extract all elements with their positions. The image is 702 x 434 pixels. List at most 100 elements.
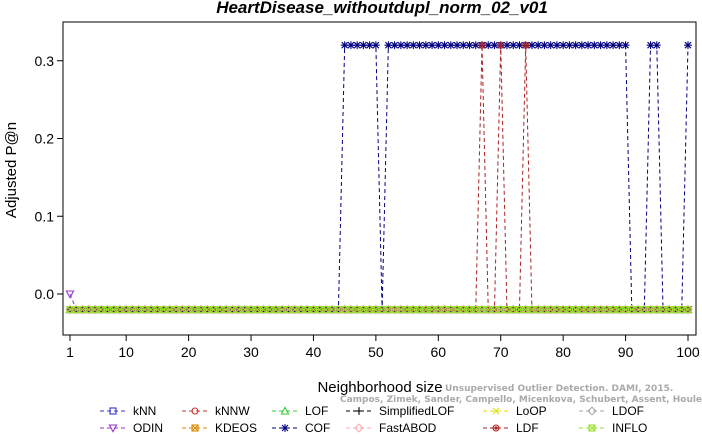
data-point-cof	[340, 41, 349, 50]
legend-label: SimplifiedLOF	[379, 404, 454, 418]
y-axis: 0.0 0.1 0.2 0.3	[35, 53, 63, 302]
data-point-inflo	[241, 305, 249, 314]
x-tick-label: 70	[493, 344, 509, 360]
legend-label: LDF	[516, 421, 539, 434]
legend-item-lof: LOF	[272, 404, 328, 418]
x-tick-label: 100	[676, 344, 700, 360]
x-axis-label: Neighborhood size	[317, 379, 442, 396]
data-point-cof	[371, 41, 380, 50]
legend-marker-inflo	[588, 424, 596, 432]
legend: kNN kNNW LOF SimplifiedLOF LoOP LDOF ODIN KDEOS…	[100, 404, 647, 434]
x-axis: 1 10 20 30 40 50 60 70 80 90 100	[66, 335, 700, 360]
legend-label: kNNW	[215, 404, 250, 418]
series-cof	[66, 41, 692, 314]
data-point-odin	[65, 290, 75, 299]
data-point-inflo	[222, 305, 230, 314]
data-point-cof	[490, 41, 499, 50]
data-point-cof	[684, 41, 692, 50]
data-point-cof	[621, 41, 630, 50]
y-tick-label: 0.1	[35, 208, 55, 224]
x-tick-label: 30	[243, 344, 259, 360]
data-point-cof	[571, 41, 580, 50]
legend-item-kdeos: KDEOS	[182, 421, 257, 434]
x-tick-label: 40	[306, 344, 322, 360]
legend-label: LDOF	[612, 404, 644, 418]
data-point-inflo	[297, 305, 305, 314]
data-point-cof	[528, 41, 536, 50]
legend-label: LoOP	[516, 404, 547, 418]
x-tick-label: 10	[118, 344, 134, 360]
watermark-line-1: Unsupervised Outlier Detection. DAMI, 20…	[445, 384, 673, 394]
legend-marker-lof	[280, 406, 290, 415]
legend-label: INFLO	[612, 421, 647, 434]
x-tick-label: 90	[618, 344, 634, 360]
data-point-ldf	[497, 41, 505, 49]
legend-label: KDEOS	[215, 421, 257, 434]
data-point-cof	[390, 41, 399, 50]
legend-item-ldf: LDF	[483, 421, 539, 434]
data-point-inflo	[578, 305, 586, 314]
x-tick-label: 80	[555, 344, 571, 360]
data-point-cof	[428, 41, 436, 50]
legend-marker-simplifiedlof	[355, 407, 363, 415]
chart-title: HeartDisease_withoutdupl_norm_02_v01	[216, 0, 548, 17]
data-point-cof	[421, 41, 430, 50]
data-point-inflo	[572, 305, 580, 314]
data-point-ldf	[522, 41, 530, 49]
watermark-line-2: Campos, Zimek, Sander, Campello, Micenko…	[340, 395, 702, 405]
data-point-inflo	[397, 305, 405, 314]
legend-item-ldof: LDOF	[579, 404, 644, 418]
legend-item-knnw: kNNW	[182, 404, 250, 418]
data-point-inflo	[116, 305, 124, 314]
data-point-cof	[453, 41, 461, 50]
legend-label: FastABOD	[379, 421, 437, 434]
plot-frame	[62, 21, 697, 336]
data-point-cof	[534, 41, 543, 50]
legend-label: LOF	[305, 404, 328, 418]
series-inflo	[66, 305, 692, 314]
data-point-inflo	[478, 305, 486, 314]
legend-marker-fastabod	[354, 423, 364, 433]
data-point-inflo	[191, 305, 199, 314]
data-point-inflo	[684, 305, 692, 314]
legend-label: kNN	[133, 404, 156, 418]
legend-marker-ldf	[492, 424, 500, 432]
series-layer	[65, 41, 693, 315]
data-point-inflo	[622, 305, 630, 314]
legend-label: ODIN	[133, 421, 163, 434]
y-tick-label: 0.0	[35, 286, 55, 302]
data-point-cof	[484, 41, 493, 50]
data-point-inflo	[646, 305, 655, 314]
data-point-ldf	[478, 41, 486, 49]
legend-marker-ldof	[587, 406, 597, 416]
data-point-cof	[615, 41, 624, 50]
legend-item-inflo: INFLO	[579, 421, 647, 434]
data-point-inflo	[453, 305, 461, 314]
legend-item-knn: kNN	[100, 404, 156, 418]
legend-marker-kdeos	[191, 424, 199, 432]
x-tick-label: 60	[431, 344, 447, 360]
x-tick-label: 20	[181, 344, 197, 360]
y-tick-label: 0.2	[35, 131, 55, 147]
data-point-inflo	[434, 305, 442, 314]
legend-label: COF	[305, 421, 330, 434]
legend-marker-knnw	[191, 407, 199, 415]
legend-marker-loop	[492, 407, 500, 415]
data-point-cof	[652, 41, 661, 50]
x-tick-label: 50	[368, 344, 384, 360]
data-point-inflo	[78, 305, 87, 314]
data-point-cof	[577, 41, 586, 50]
legend-item-odin: ODIN	[100, 421, 163, 434]
y-tick-label: 0.3	[35, 53, 55, 69]
legend-item-fastabod: FastABOD	[346, 421, 437, 434]
legend-item-simplifiedlof: SimplifiedLOF	[346, 404, 454, 418]
data-point-cof	[396, 41, 405, 50]
data-point-cof	[446, 41, 455, 50]
data-point-cof	[459, 41, 468, 50]
data-point-cof	[403, 41, 411, 50]
legend-marker-knn	[109, 407, 117, 415]
data-point-cof	[384, 41, 393, 50]
y-axis-label: Adjusted P@n	[3, 122, 20, 218]
legend-item-cof: COF	[272, 421, 330, 434]
